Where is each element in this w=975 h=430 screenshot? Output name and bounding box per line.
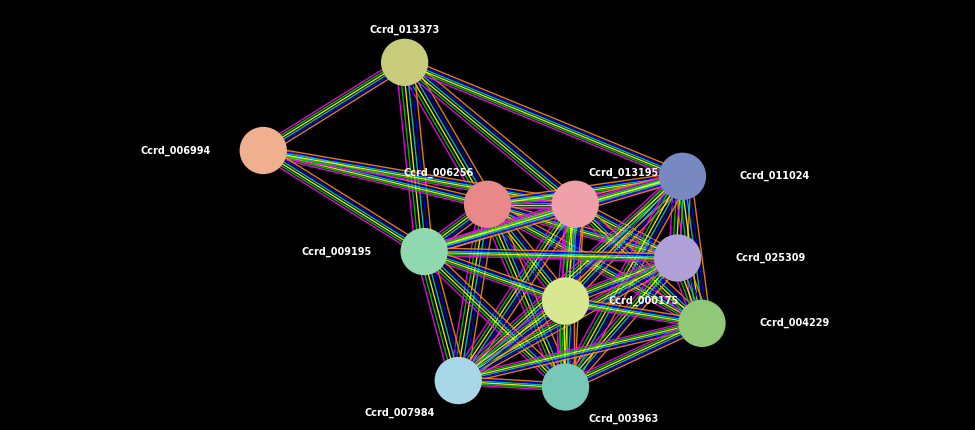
Ellipse shape [654, 234, 701, 282]
Ellipse shape [435, 357, 482, 404]
Text: Ccrd_003963: Ccrd_003963 [589, 414, 659, 424]
Text: Ccrd_011024: Ccrd_011024 [740, 171, 810, 181]
Ellipse shape [240, 127, 287, 174]
Ellipse shape [401, 228, 448, 275]
Ellipse shape [542, 363, 589, 411]
Text: Ccrd_007984: Ccrd_007984 [365, 408, 435, 418]
Ellipse shape [552, 181, 599, 228]
Ellipse shape [679, 300, 725, 347]
Text: Ccrd_000175: Ccrd_000175 [608, 296, 679, 306]
Text: Ccrd_006256: Ccrd_006256 [404, 168, 474, 178]
Text: Ccrd_013195: Ccrd_013195 [589, 168, 659, 178]
Text: Ccrd_013373: Ccrd_013373 [370, 25, 440, 35]
Text: Ccrd_006994: Ccrd_006994 [140, 145, 211, 156]
Ellipse shape [659, 153, 706, 200]
Text: Ccrd_009195: Ccrd_009195 [301, 246, 371, 257]
Text: Ccrd_025309: Ccrd_025309 [735, 253, 805, 263]
Ellipse shape [464, 181, 511, 228]
Ellipse shape [381, 39, 428, 86]
Text: Ccrd_004229: Ccrd_004229 [760, 318, 830, 329]
Ellipse shape [542, 277, 589, 325]
